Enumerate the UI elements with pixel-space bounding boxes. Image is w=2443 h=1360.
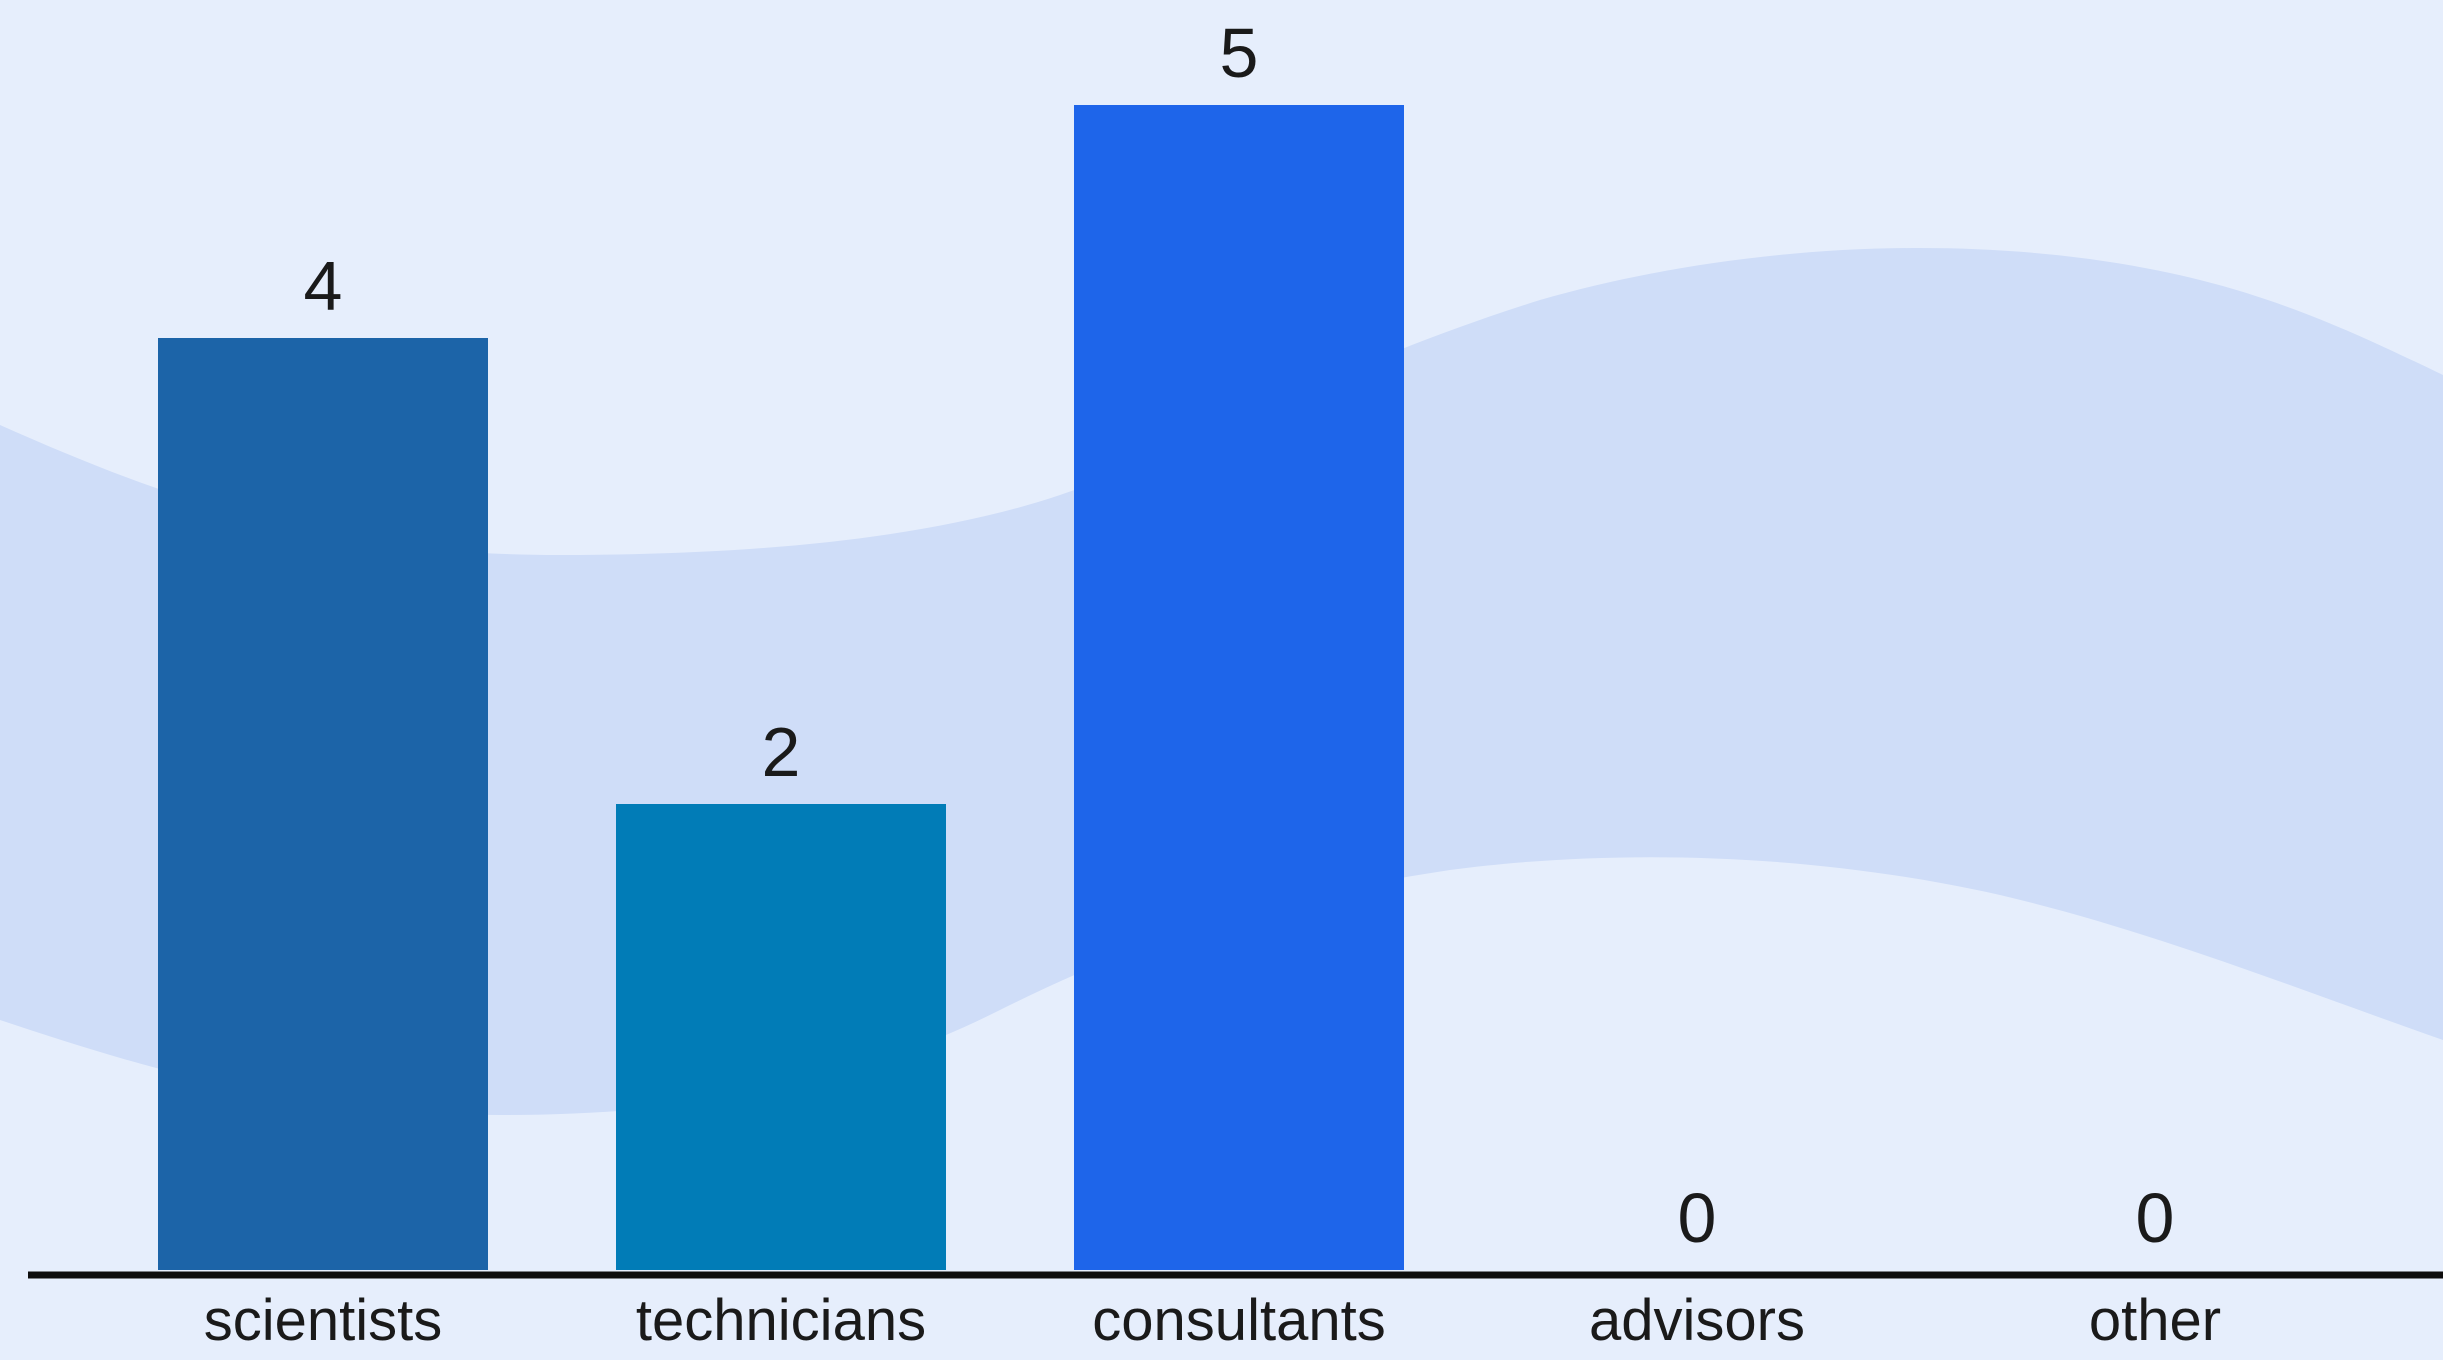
value-label-scientists: 4 [304, 247, 343, 325]
bar-technicians [616, 804, 946, 1270]
value-label-technicians: 2 [762, 713, 801, 791]
value-label-consultants: 5 [1220, 14, 1259, 92]
x-tick-label-technicians: technicians [636, 1288, 926, 1353]
x-tick-label-other: other [2089, 1288, 2221, 1353]
x-tick-label-advisors: advisors [1589, 1288, 1805, 1353]
bars-group [158, 105, 1404, 1270]
x-tick-label-scientists: scientists [204, 1288, 443, 1353]
bar-consultants [1074, 105, 1404, 1270]
value-labels-group: 4 2 5 0 0 [304, 14, 2175, 1257]
bar-scientists [158, 338, 488, 1270]
value-label-advisors: 0 [1678, 1179, 1717, 1257]
x-tick-label-consultants: consultants [1092, 1288, 1385, 1353]
value-label-other: 0 [2136, 1179, 2175, 1257]
x-tick-labels-group: scientists technicians consultants advisors… [204, 1288, 2221, 1353]
